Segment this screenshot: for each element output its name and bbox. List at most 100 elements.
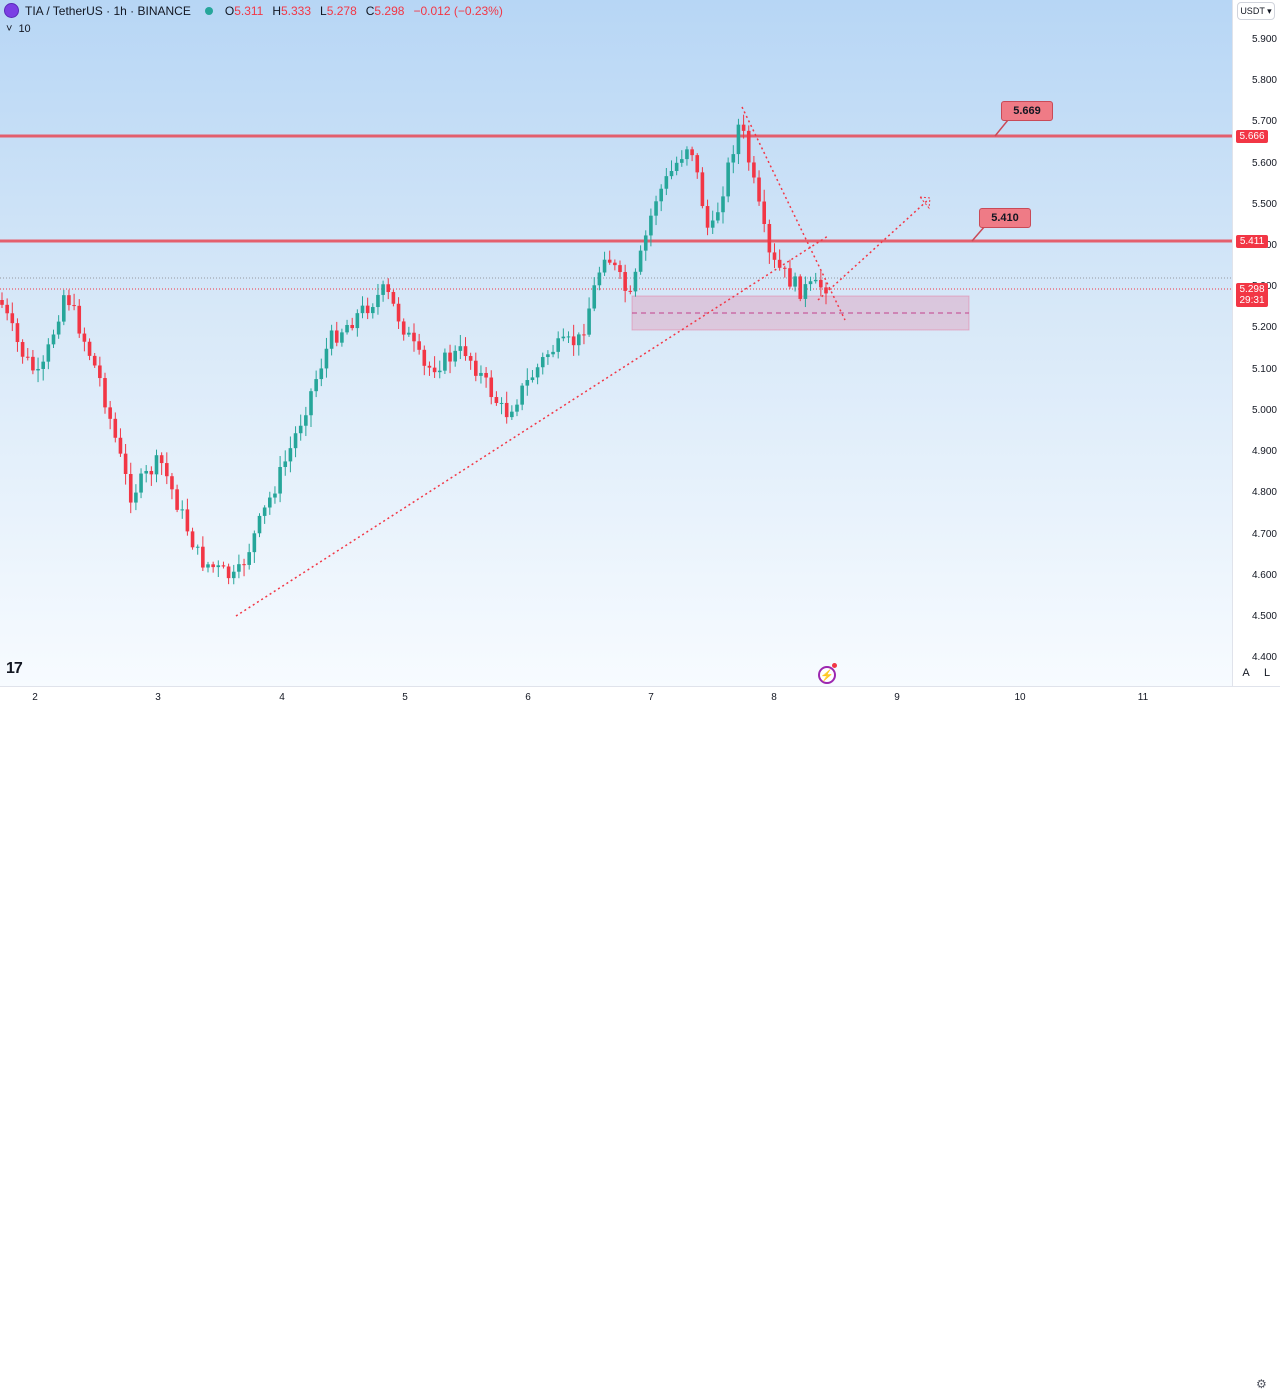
candle-body[interactable]	[10, 313, 15, 324]
candle-body[interactable]	[396, 303, 401, 322]
candle-body[interactable]	[540, 357, 545, 368]
downtrend-line[interactable]	[741, 106, 846, 321]
candle-body[interactable]	[819, 279, 823, 288]
candle-body[interactable]	[468, 356, 473, 361]
candle-body[interactable]	[206, 564, 210, 568]
candle-body[interactable]	[262, 507, 267, 516]
candle-body[interactable]	[643, 235, 648, 251]
candle-body[interactable]	[201, 546, 205, 568]
candle-body[interactable]	[659, 188, 663, 202]
candle-body[interactable]	[128, 473, 133, 503]
candle-body[interactable]	[268, 497, 272, 508]
candle-body[interactable]	[530, 377, 535, 381]
currency-selector[interactable]: USDT ▾	[1237, 2, 1275, 20]
candle-body[interactable]	[767, 224, 772, 253]
collapse-chevron-icon[interactable]: ˅	[6, 23, 13, 35]
candle-body[interactable]	[237, 564, 241, 572]
candle-body[interactable]	[716, 212, 720, 221]
candle-body[interactable]	[257, 515, 262, 534]
candle-body[interactable]	[613, 262, 617, 266]
candle-body[interactable]	[288, 448, 293, 462]
candle-body[interactable]	[154, 455, 159, 475]
candle-body[interactable]	[293, 433, 298, 449]
candle-body[interactable]	[422, 349, 427, 366]
candle-body[interactable]	[432, 367, 437, 373]
candle-body[interactable]	[365, 305, 370, 314]
candle-body[interactable]	[443, 352, 447, 371]
candle-body[interactable]	[324, 348, 329, 369]
candle-body[interactable]	[736, 124, 741, 155]
candle-body[interactable]	[700, 172, 705, 207]
price-callout-high[interactable]: 5.669	[1001, 101, 1053, 121]
candle-body[interactable]	[525, 380, 530, 386]
candle-body[interactable]	[144, 470, 148, 474]
candle-body[interactable]	[20, 342, 25, 357]
candle-body[interactable]	[726, 162, 730, 197]
candle-body[interactable]	[139, 473, 143, 493]
candle-body[interactable]	[407, 332, 411, 335]
candle-body[interactable]	[474, 360, 478, 376]
candle-body[interactable]	[304, 415, 308, 426]
candle-body[interactable]	[381, 284, 385, 295]
candle-body[interactable]	[56, 321, 61, 335]
candle-body[interactable]	[458, 346, 463, 351]
candle-body[interactable]	[484, 372, 488, 378]
candle-body[interactable]	[36, 368, 40, 371]
candle-body[interactable]	[515, 404, 519, 412]
candle-body[interactable]	[479, 372, 483, 376]
candle-body[interactable]	[190, 531, 195, 548]
candle-body[interactable]	[803, 284, 808, 299]
candle-body[interactable]	[31, 356, 35, 371]
candle-body[interactable]	[499, 402, 504, 404]
candle-body[interactable]	[216, 565, 221, 568]
candle-body[interactable]	[92, 355, 97, 366]
candle-body[interactable]	[577, 334, 581, 346]
candle-body[interactable]	[175, 489, 179, 510]
candle-body[interactable]	[355, 313, 360, 329]
candle-body[interactable]	[798, 276, 803, 299]
candle-body[interactable]	[51, 334, 56, 345]
candle-body[interactable]	[453, 350, 457, 362]
price-chart[interactable]	[0, 0, 1232, 686]
candle-body[interactable]	[77, 305, 82, 334]
candle-body[interactable]	[41, 361, 45, 369]
candle-body[interactable]	[226, 566, 231, 579]
candle-body[interactable]	[685, 149, 689, 160]
time-scale[interactable]: 2 3 4 5 6 7 8 9 10 11 ⚙	[0, 686, 1280, 1391]
candle-body[interactable]	[165, 463, 169, 477]
candle-body[interactable]	[118, 437, 123, 454]
candle-body[interactable]	[793, 276, 797, 287]
candle-body[interactable]	[571, 336, 576, 346]
candle-body[interactable]	[690, 149, 694, 156]
candle-body[interactable]	[649, 215, 653, 236]
candle-body[interactable]	[721, 196, 725, 213]
candle-body[interactable]	[772, 252, 777, 260]
price-scale[interactable]: 5.900 5.800 5.700 5.600 5.500 5.400 5.30…	[1232, 0, 1280, 686]
candle-body[interactable]	[618, 265, 622, 273]
candle-body[interactable]	[401, 321, 406, 335]
candle-body[interactable]	[98, 365, 102, 379]
candle-body[interactable]	[633, 271, 638, 292]
flash-icon[interactable]: ⚡	[818, 666, 836, 684]
gear-icon[interactable]: ⚙	[1256, 1377, 1267, 1391]
candle-body[interactable]	[510, 411, 514, 418]
candle-body[interactable]	[504, 402, 509, 418]
log-scale-button[interactable]: L	[1263, 667, 1271, 679]
candle-body[interactable]	[520, 385, 524, 405]
candle-body[interactable]	[376, 294, 380, 308]
candle-body[interactable]	[231, 571, 236, 579]
candle-body[interactable]	[494, 397, 499, 404]
candle-body[interactable]	[298, 425, 303, 434]
candle-body[interactable]	[5, 304, 9, 314]
candle-body[interactable]	[319, 368, 324, 380]
candle-body[interactable]	[417, 341, 421, 350]
candle-body[interactable]	[597, 272, 602, 286]
candle-body[interactable]	[602, 259, 607, 273]
candle-body[interactable]	[25, 356, 30, 358]
candle-body[interactable]	[314, 379, 318, 392]
candle-body[interactable]	[710, 220, 715, 228]
candle-body[interactable]	[252, 533, 257, 553]
candle-body[interactable]	[340, 332, 344, 343]
candle-body[interactable]	[350, 324, 354, 329]
candle-body[interactable]	[180, 509, 185, 511]
